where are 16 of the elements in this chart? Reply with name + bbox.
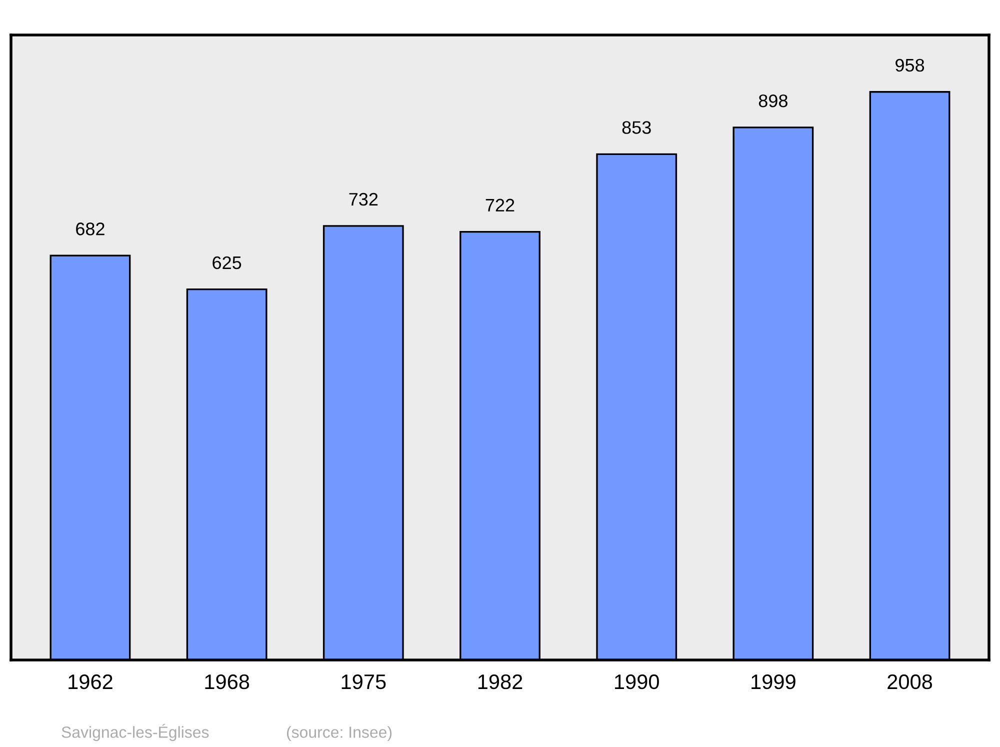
data-label: 625 (212, 256, 242, 270)
x-tick-label: 1990 (615, 674, 659, 690)
data-label: 682 (76, 222, 104, 236)
x-tick-label: 1975 (342, 674, 386, 690)
x-tick-label: 1999 (752, 674, 796, 690)
data-label: 958 (896, 58, 924, 72)
x-tick-label: 1982 (478, 674, 522, 690)
text: Savignac-les-Églises (62, 724, 209, 742)
data-label: 722 (486, 198, 514, 212)
x-tick-label: 2008 (888, 674, 932, 690)
data-label: 732 (349, 192, 378, 206)
x-tick-label: 1962 (68, 674, 112, 690)
text: (source: Insee) (286, 726, 392, 742)
data-label: 853 (622, 121, 651, 134)
x-tick-label: 1968 (205, 674, 250, 690)
data-label: 898 (758, 94, 788, 108)
